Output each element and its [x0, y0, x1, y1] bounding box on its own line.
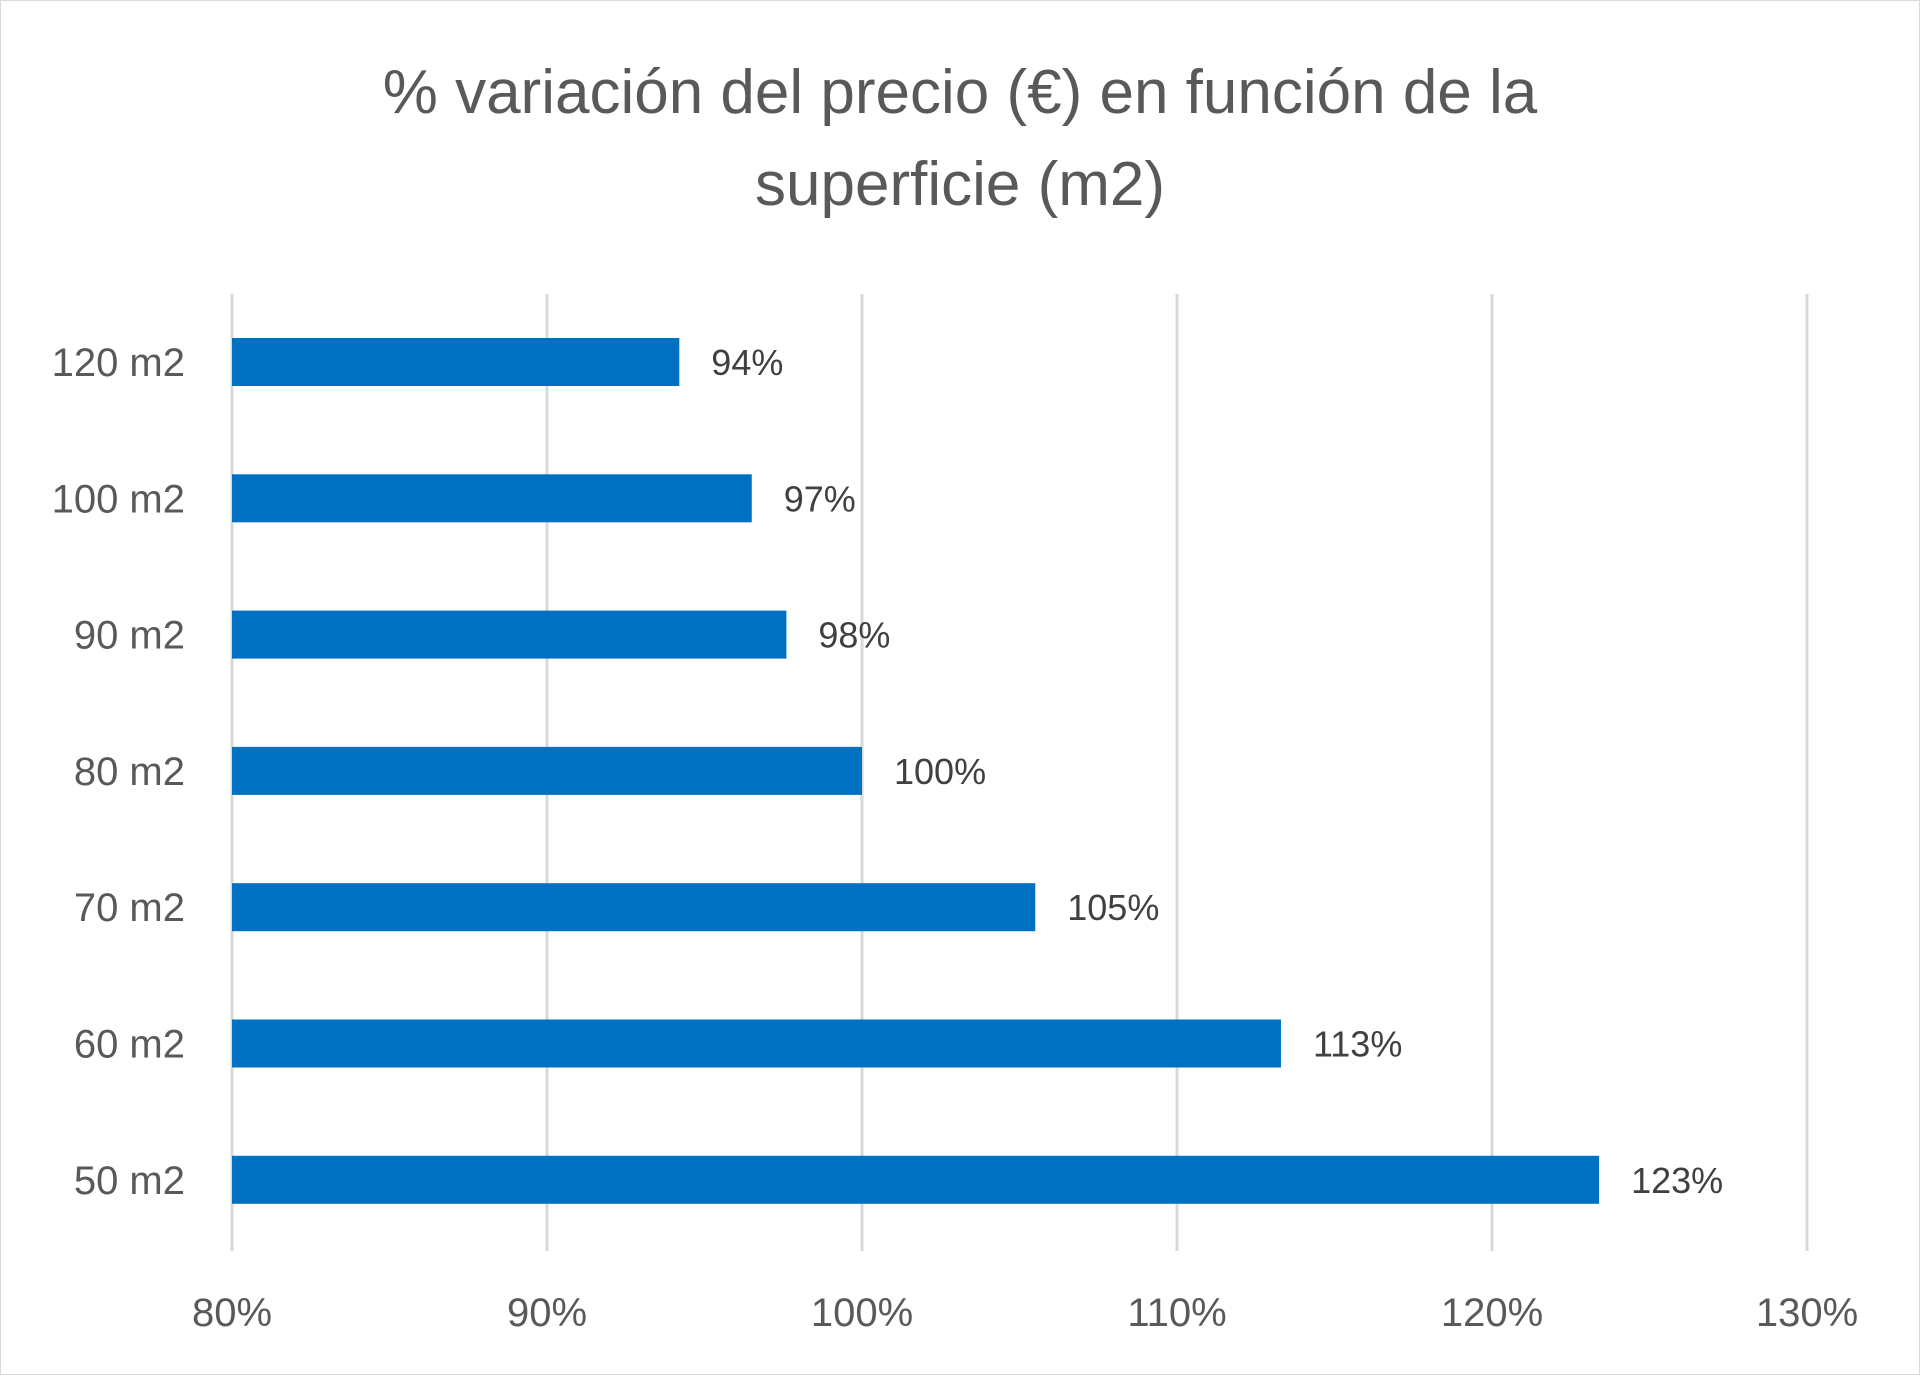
chart-title-line-2: superficie (m2) — [755, 150, 1165, 219]
category-axis: 120 m2 100 m2 90 m2 80 m2 70 m2 60 m2 50 m2 — [52, 341, 185, 1203]
category-label: 90 m2 — [74, 614, 185, 658]
bar-60-m2 — [232, 1019, 1281, 1068]
chart-title: % variación del precio (€) en función de… — [383, 58, 1538, 219]
data-label: 98% — [818, 615, 890, 656]
x-tick-label: 90% — [507, 1291, 587, 1335]
category-label: 120 m2 — [52, 341, 185, 385]
bar-120-m2 — [232, 338, 680, 386]
bar-50-m2 — [232, 1155, 1600, 1204]
category-label: 60 m2 — [74, 1023, 185, 1067]
data-labels: 94% 97% 98% 100% 105% 113% 123% — [711, 342, 1723, 1201]
x-tick-label: 120% — [1441, 1291, 1543, 1335]
data-label: 94% — [711, 342, 783, 383]
data-label: 123% — [1631, 1160, 1723, 1201]
category-label: 80 m2 — [74, 750, 185, 794]
category-label: 70 m2 — [74, 886, 185, 930]
bars — [232, 338, 1600, 1204]
x-tick-label: 100% — [811, 1291, 913, 1335]
data-label: 105% — [1067, 887, 1159, 928]
x-tick-label: 80% — [192, 1291, 272, 1335]
data-label: 113% — [1313, 1024, 1402, 1065]
chart-title-line-1: % variación del precio (€) en función de… — [383, 58, 1538, 127]
data-label: 97% — [784, 478, 856, 519]
bar-80-m2 — [232, 746, 862, 795]
bar-100-m2 — [232, 474, 752, 523]
x-tick-label: 130% — [1756, 1291, 1858, 1335]
x-tick-label: 110% — [1127, 1291, 1226, 1335]
value-axis: 80% 90% 100% 110% 120% 130% — [192, 1291, 1858, 1335]
category-label: 50 m2 — [74, 1159, 185, 1203]
data-label: 100% — [894, 751, 986, 792]
bar-90-m2 — [232, 610, 787, 659]
bar-70-m2 — [232, 883, 1036, 932]
category-label: 100 m2 — [52, 477, 185, 521]
